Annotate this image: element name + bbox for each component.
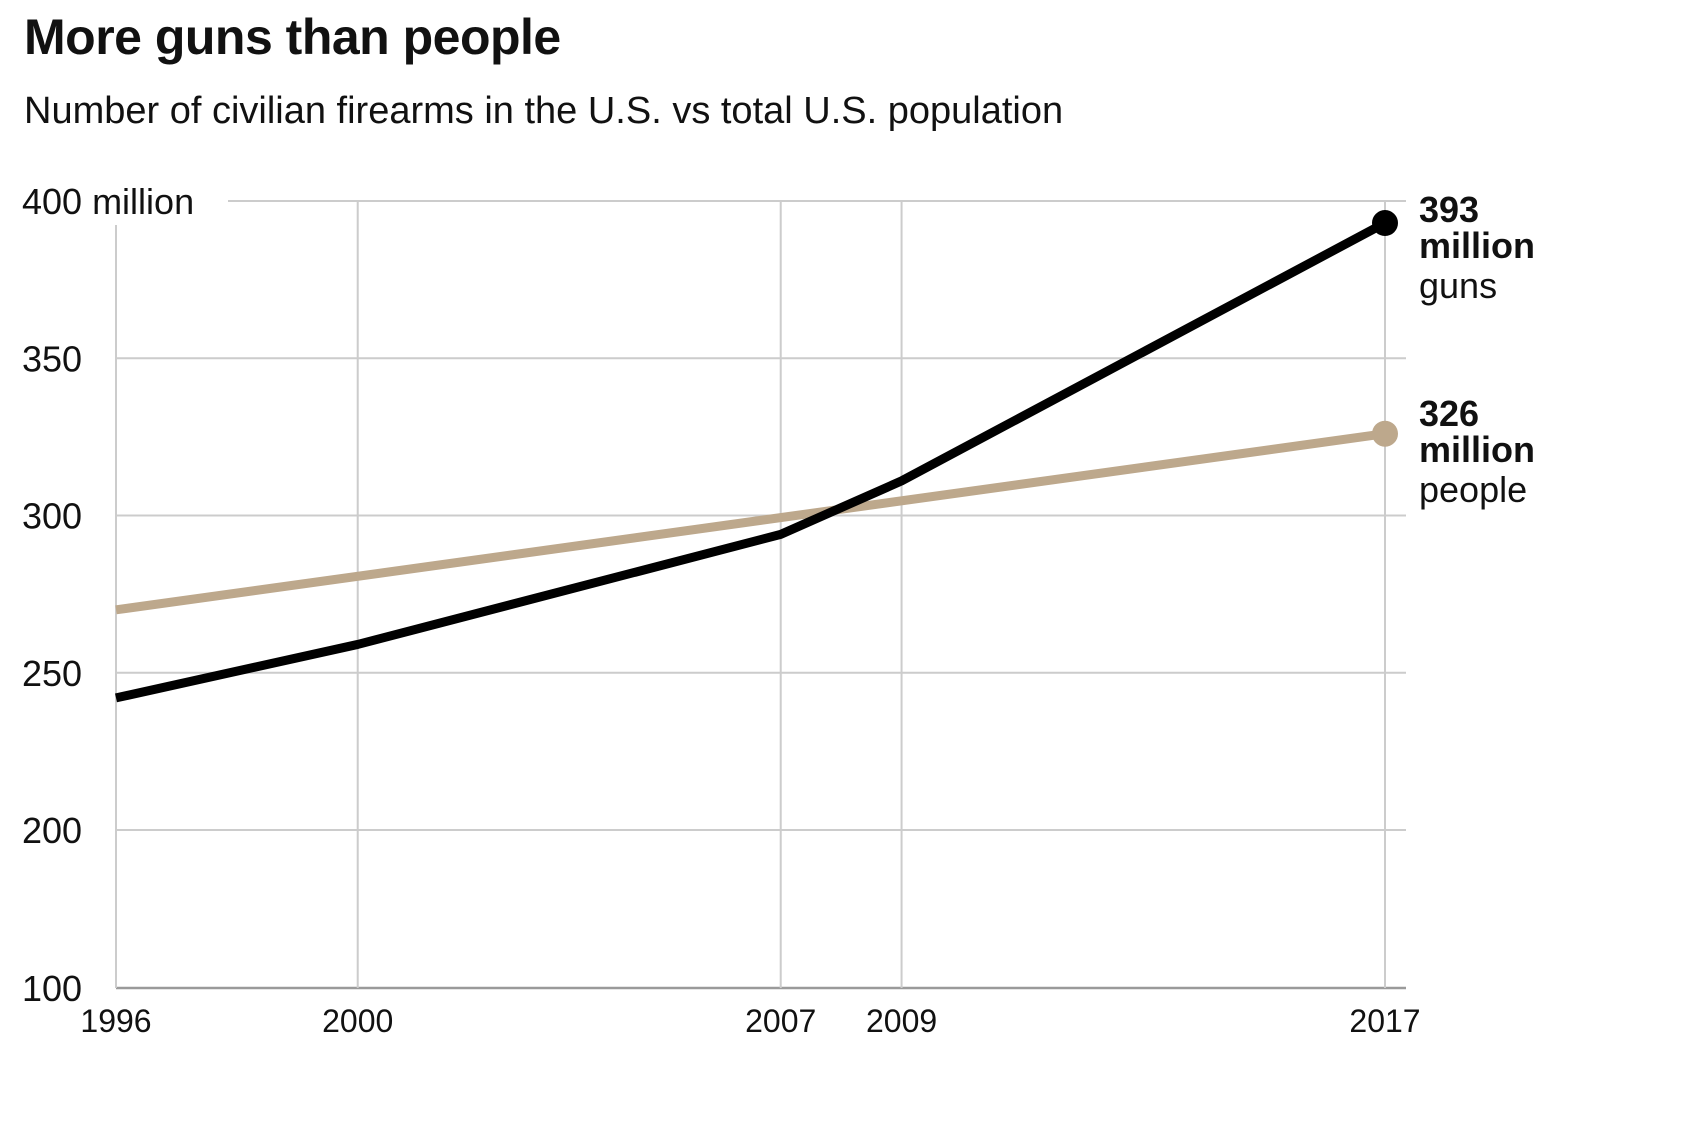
chart-title: More guns than people (24, 9, 561, 65)
y-tick-350: 350 (22, 338, 82, 379)
y-tick-200: 200 (22, 810, 82, 851)
y-tick-250: 250 (22, 653, 82, 694)
end-label-people: people (1419, 469, 1527, 510)
chart-subtitle: Number of civilian firearms in the U.S. … (24, 90, 1064, 132)
y-tick-100: 100 (22, 968, 82, 1009)
x-tick-2009: 2009 (866, 1003, 937, 1039)
end-label-guns: guns (1419, 265, 1497, 306)
series-line-people (115, 429, 1386, 615)
x-tick-2007: 2007 (745, 1003, 816, 1039)
x-tick-1996: 1996 (80, 1003, 151, 1039)
series-line-guns (115, 219, 1388, 703)
end-marker-guns (1372, 210, 1398, 237)
series-lines (115, 210, 1398, 703)
y-tick-300: 300 (22, 496, 82, 537)
y-tick-400: 400 million (22, 181, 194, 222)
end-value-people: 326 (1419, 393, 1479, 434)
x-axis-ticks: 1996 2000 2007 2009 2017 (80, 1003, 1420, 1039)
y-axis-ticks: 100 200 250 300 350 400 million (22, 181, 194, 1009)
end-value-guns: 393 (1419, 189, 1479, 230)
end-unit-guns: million (1419, 225, 1535, 266)
end-unit-people: million (1419, 429, 1535, 470)
end-marker-people (1372, 420, 1398, 447)
x-tick-2017: 2017 (1349, 1003, 1420, 1039)
x-tick-2000: 2000 (322, 1003, 393, 1039)
